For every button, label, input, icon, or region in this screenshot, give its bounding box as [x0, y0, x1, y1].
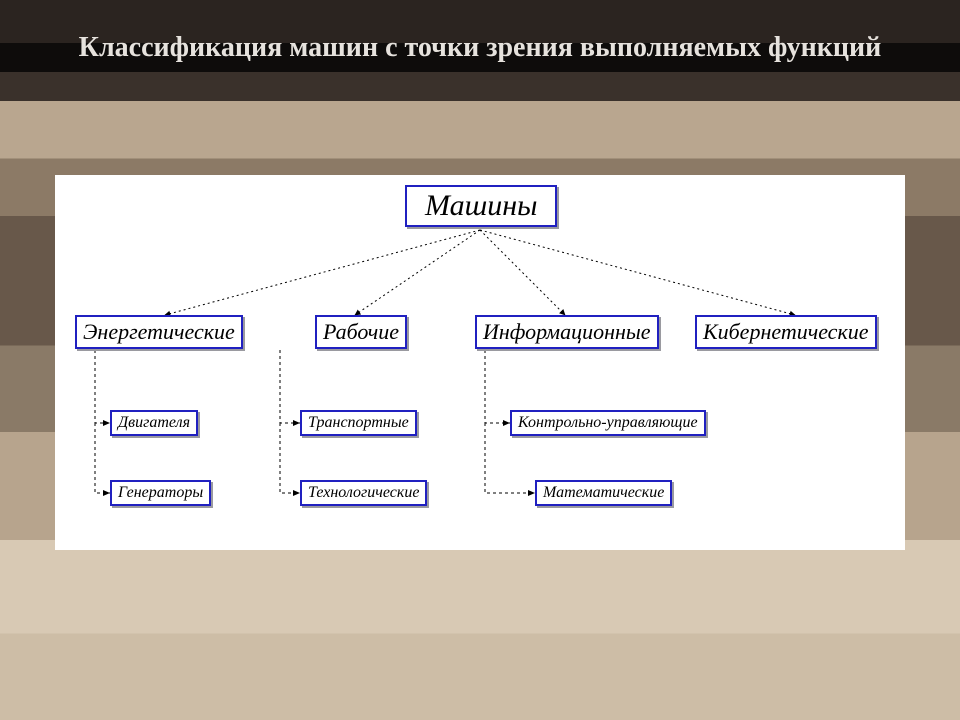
node-cybernetic: Кибернетические [695, 315, 877, 349]
slide-title: Классификация машин с точки зрения выпол… [0, 30, 960, 65]
node-control: Контрольно-управляющие [510, 410, 706, 436]
node-working: Рабочие [315, 315, 407, 349]
node-technological: Технологические [300, 480, 427, 506]
node-generators: Генераторы [110, 480, 211, 506]
node-root: Машины [405, 185, 557, 227]
node-information: Информационные [475, 315, 659, 349]
node-engines: Двигателя [110, 410, 198, 436]
node-energetic: Энергетические [75, 315, 243, 349]
classification-diagram: Машины Энергетические Рабочие Информацио… [55, 175, 905, 550]
node-transport: Транспортные [300, 410, 417, 436]
node-mathematical: Математические [535, 480, 672, 506]
